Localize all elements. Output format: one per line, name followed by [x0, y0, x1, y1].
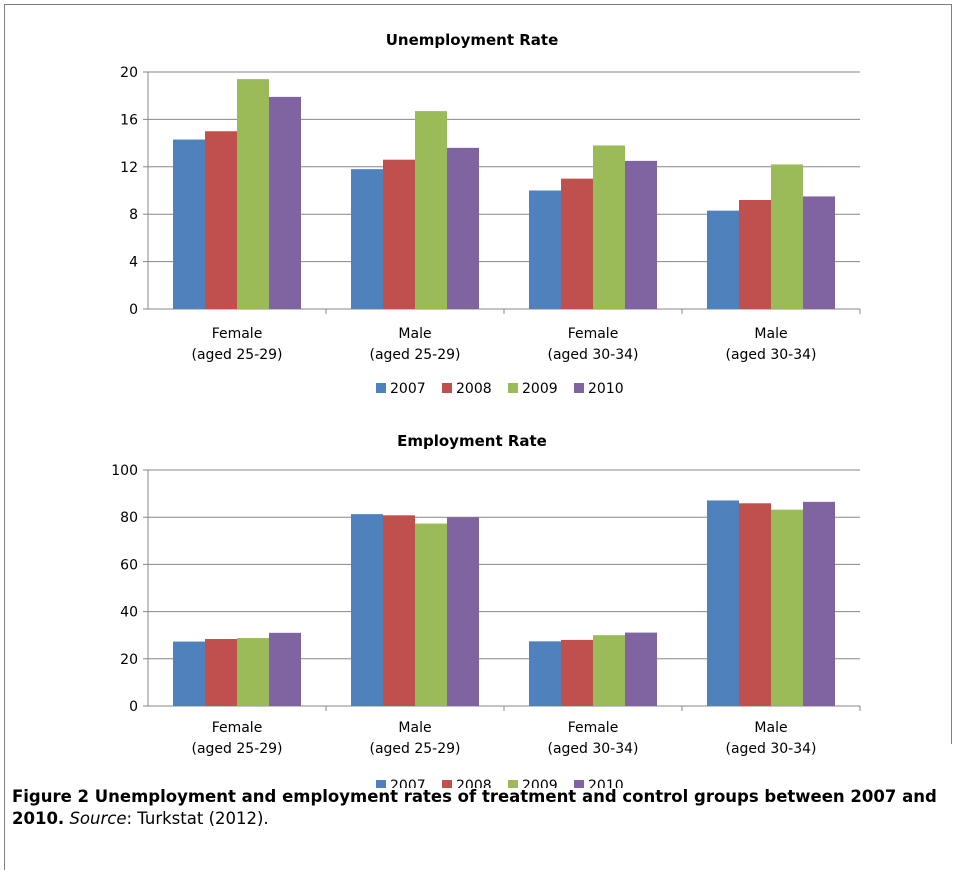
bar-2009-2	[593, 145, 625, 309]
bar-2007-3	[707, 500, 739, 706]
category-label: (aged 30-34)	[547, 741, 638, 757]
bar-2009-0	[237, 638, 269, 706]
bar-2010-2	[625, 632, 657, 706]
bar-2007-0	[173, 641, 205, 706]
y-tick-label: 12	[120, 160, 138, 176]
y-tick-label: 8	[129, 207, 138, 223]
bar-2008-3	[739, 199, 771, 309]
category-label: (aged 25-29)	[191, 741, 282, 757]
caption-source-label: Source	[69, 809, 127, 828]
y-tick-label: 20	[120, 652, 138, 668]
bar-2007-3	[707, 210, 739, 309]
bar-2008-2	[561, 178, 593, 309]
figure-caption: Figure 2 Unemployment and employment rat…	[12, 786, 948, 830]
bar-2007-2	[529, 641, 561, 706]
bar-2010-0	[269, 632, 301, 706]
caption-source-text: : Turkstat (2012).	[126, 809, 269, 828]
legend-label-2010: 2010	[588, 381, 624, 397]
y-tick-label: 100	[111, 463, 138, 479]
legend-label-2007: 2007	[390, 778, 426, 788]
bar-2008-0	[205, 638, 237, 706]
legend-swatch-2008	[442, 383, 452, 393]
bar-2009-0	[237, 79, 269, 309]
legend-label-2008: 2008	[456, 778, 492, 788]
bar-2010-2	[625, 160, 657, 309]
legend-swatch-2010	[574, 780, 584, 788]
y-tick-label: 4	[129, 255, 138, 271]
bar-2008-1	[383, 515, 415, 706]
chart-title: Unemployment Rate	[386, 31, 559, 49]
legend-label-2007: 2007	[390, 381, 426, 397]
category-label: (aged 30-34)	[725, 347, 816, 363]
category-label: Female	[212, 720, 263, 736]
bar-2009-3	[771, 164, 803, 309]
bar-2007-2	[529, 190, 561, 309]
category-label: Female	[568, 326, 619, 342]
bar-2010-3	[803, 196, 835, 309]
y-tick-label: 0	[129, 302, 138, 318]
y-tick-label: 80	[120, 510, 138, 526]
legend-label-2009: 2009	[522, 381, 558, 397]
figure-frame	[4, 4, 952, 870]
chart-title: Employment Rate	[397, 432, 547, 450]
bar-2008-1	[383, 159, 415, 309]
legend-swatch-2010	[574, 383, 584, 393]
legend-label-2010: 2010	[588, 778, 624, 788]
caption-title: Figure 2 Unemployment and employment rat…	[12, 787, 937, 828]
bar-2007-1	[351, 514, 383, 706]
category-label: (aged 25-29)	[369, 347, 460, 363]
y-tick-label: 60	[120, 557, 138, 573]
bar-2010-1	[447, 517, 479, 706]
category-label: (aged 30-34)	[725, 741, 816, 757]
y-tick-label: 40	[120, 605, 138, 621]
y-tick-label: 16	[120, 112, 138, 128]
category-label: (aged 25-29)	[191, 347, 282, 363]
category-label: Male	[754, 720, 787, 736]
legend-swatch-2009	[508, 780, 518, 788]
legend-swatch-2009	[508, 383, 518, 393]
bar-2007-0	[173, 139, 205, 309]
legend-label-2009: 2009	[522, 778, 558, 788]
bar-2008-3	[739, 503, 771, 706]
figure-frame-right-edge	[951, 4, 952, 744]
category-label: Male	[754, 326, 787, 342]
bar-2010-1	[447, 147, 479, 309]
category-label: Female	[568, 720, 619, 736]
y-tick-label: 0	[129, 699, 138, 715]
unemployment-rate-chart: Unemployment Rate 0 4 8 12 16 20 Female (aged 25…	[120, 31, 861, 397]
bar-2010-3	[803, 501, 835, 706]
bar-2007-1	[351, 169, 383, 309]
category-label: Male	[398, 326, 431, 342]
category-label: (aged 30-34)	[547, 347, 638, 363]
category-label: (aged 25-29)	[369, 741, 460, 757]
bar-2009-1	[415, 523, 447, 706]
category-label: Male	[398, 720, 431, 736]
employment-rate-chart: Employment Rate 0 20 40 60 80 100 Female (aged 2…	[111, 432, 861, 788]
legend-swatch-2007	[376, 780, 386, 788]
legend-swatch-2007	[376, 383, 386, 393]
bar-2008-0	[205, 131, 237, 309]
bar-2010-0	[269, 96, 301, 309]
bar-2009-1	[415, 111, 447, 309]
legend-label-2008: 2008	[456, 381, 492, 397]
y-tick-label: 20	[120, 65, 138, 81]
bar-2009-3	[771, 509, 803, 706]
bar-2009-2	[593, 635, 625, 706]
bar-2008-2	[561, 639, 593, 706]
legend-swatch-2008	[442, 780, 452, 788]
category-label: Female	[212, 326, 263, 342]
